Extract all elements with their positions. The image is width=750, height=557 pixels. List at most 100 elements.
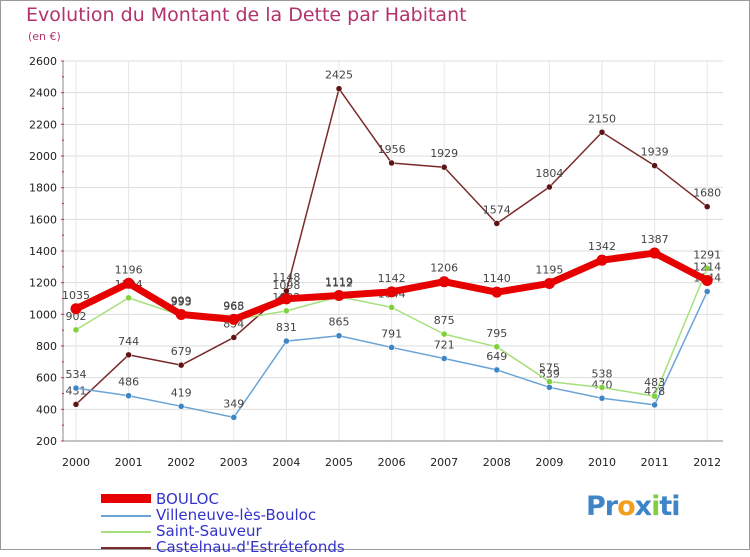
data-label: 1196 <box>115 263 143 276</box>
data-point <box>703 288 711 295</box>
data-label: 1804 <box>535 167 563 180</box>
data-point <box>283 337 290 345</box>
data-point <box>177 361 185 369</box>
data-label: 483 <box>644 376 665 389</box>
logo-letter: o <box>617 491 636 522</box>
x-tick-label: 2005 <box>325 456 353 469</box>
data-label: 1195 <box>535 263 563 276</box>
data-point <box>388 159 395 167</box>
data-label: 1148 <box>272 271 300 284</box>
data-point <box>388 304 395 311</box>
data-point <box>701 274 713 286</box>
data-point <box>333 289 345 301</box>
data-label: 1342 <box>588 240 616 253</box>
data-point <box>230 414 238 421</box>
data-label: 795 <box>486 327 507 340</box>
x-tick-label: 2003 <box>220 456 248 469</box>
data-label: 575 <box>539 362 560 375</box>
data-point <box>649 247 661 259</box>
legend-swatch <box>101 515 151 517</box>
data-point <box>177 403 185 410</box>
data-label: 2150 <box>588 112 616 125</box>
data-label: 1680 <box>693 187 721 200</box>
y-tick-label: 1800 <box>29 182 57 195</box>
y-tick-label: 2000 <box>29 150 57 163</box>
y-tick-label: 2400 <box>29 87 57 100</box>
data-label: 1206 <box>430 262 458 275</box>
y-tick-label: 1600 <box>29 213 57 226</box>
data-point <box>493 343 501 351</box>
data-point <box>546 183 553 191</box>
data-point <box>280 293 292 305</box>
data-label: 744 <box>118 335 139 348</box>
data-label: 1035 <box>62 289 90 302</box>
data-label: 534 <box>66 368 87 381</box>
data-point <box>703 203 711 210</box>
legend-label: Saint-Sauveur <box>156 522 262 540</box>
data-point <box>438 276 450 288</box>
x-tick-label: 2001 <box>115 456 143 469</box>
data-point <box>230 334 238 341</box>
logo-letter: i <box>651 491 660 522</box>
data-label: 1291 <box>693 248 721 261</box>
data-point <box>125 294 132 302</box>
data-point <box>72 401 80 408</box>
y-tick-label: 1400 <box>29 245 57 258</box>
x-tick-label: 2006 <box>378 456 406 469</box>
data-point <box>388 344 395 351</box>
data-point <box>440 330 448 338</box>
logo-letter: Pr <box>586 491 618 522</box>
data-point <box>386 286 398 298</box>
data-label: 1939 <box>641 146 669 159</box>
chart-subtitle: (en €) <box>28 30 61 43</box>
data-label: 419 <box>171 386 192 399</box>
data-point <box>125 351 132 359</box>
data-point <box>703 265 711 272</box>
data-label: 1214 <box>693 260 721 273</box>
data-point <box>283 307 290 315</box>
data-label: 902 <box>66 310 87 323</box>
data-label: 791 <box>381 327 402 340</box>
data-point <box>335 332 343 339</box>
y-tick-label: 200 <box>36 435 57 448</box>
data-point <box>493 366 501 374</box>
y-tick-label: 800 <box>36 340 57 353</box>
data-label: 486 <box>118 376 139 389</box>
data-point <box>491 286 503 298</box>
data-label: 1119 <box>325 275 353 288</box>
data-label: 649 <box>486 350 507 363</box>
data-label: 993 <box>171 295 192 308</box>
data-point <box>543 277 555 289</box>
data-label: 2425 <box>325 69 353 82</box>
data-label: 1929 <box>430 147 458 160</box>
legend-label: BOULOC <box>156 490 219 508</box>
legend-label: Castelnau-d'Estrétefonds <box>156 538 345 556</box>
legend-label: Villeneuve-lès-Bouloc <box>156 506 317 524</box>
data-point <box>228 313 240 325</box>
legend-swatch <box>101 531 151 533</box>
data-label: 1140 <box>483 272 511 285</box>
data-point <box>70 303 82 315</box>
data-label: 875 <box>434 314 455 327</box>
x-tick-label: 2002 <box>167 456 195 469</box>
y-tick-label: 600 <box>36 372 57 385</box>
data-point <box>440 355 448 362</box>
y-tick-label: 1000 <box>29 308 57 321</box>
data-point <box>175 308 187 320</box>
data-point <box>651 401 658 409</box>
y-tick-label: 2200 <box>29 118 57 131</box>
data-point <box>546 384 553 391</box>
data-label: 999 <box>171 294 192 307</box>
data-point <box>546 378 553 385</box>
x-tick-label: 2011 <box>641 456 669 469</box>
x-tick-label: 2009 <box>535 456 563 469</box>
data-point <box>651 392 658 400</box>
data-point <box>72 384 80 392</box>
logo-letter: x <box>634 491 652 522</box>
data-label: 1142 <box>378 272 406 285</box>
y-tick-label: 2600 <box>29 55 57 68</box>
proxiti-logo: Proxiti <box>586 491 681 522</box>
x-tick-label: 2007 <box>430 456 458 469</box>
data-label: 539 <box>539 367 560 380</box>
data-label: 831 <box>276 321 297 334</box>
